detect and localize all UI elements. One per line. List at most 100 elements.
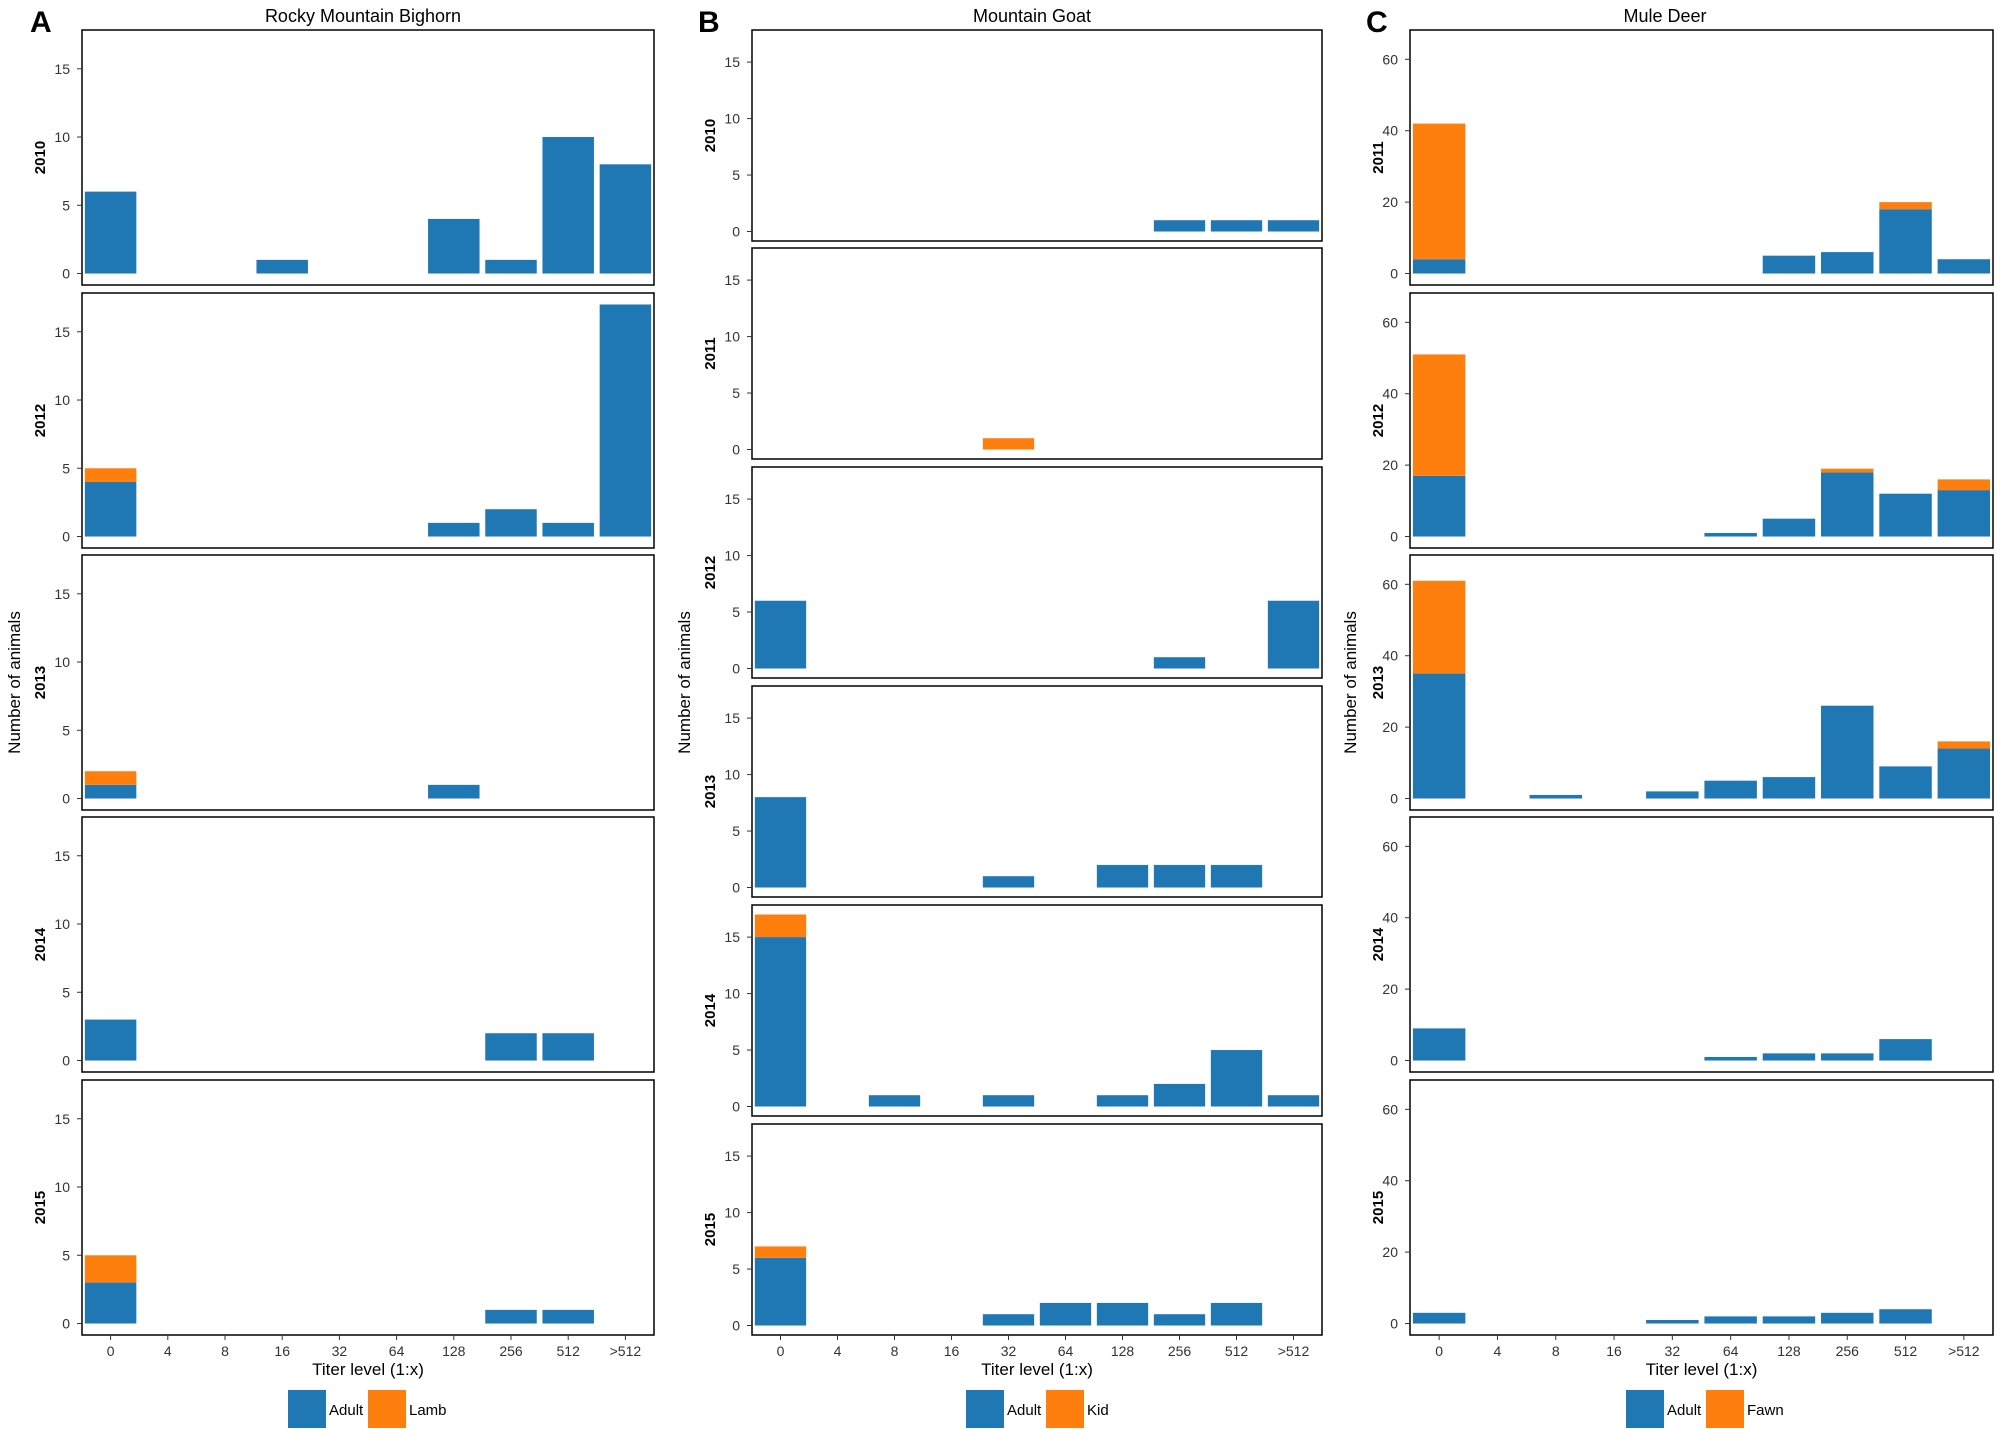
y-tick-label: 0 [62, 1053, 70, 1069]
facet-panel [81, 1079, 655, 1336]
x-tick-label: 64 [1723, 1343, 1739, 1359]
facet-year-label: 2011 [702, 337, 719, 370]
y-tick-label: 20 [1382, 981, 1398, 997]
facet-year-label: 2011 [1370, 141, 1387, 174]
y-tick-label: 5 [732, 1042, 740, 1058]
bar-adult-2013-512 [1210, 864, 1263, 888]
bar-adult-2012-256 [1821, 472, 1874, 537]
x-tick-label: 0 [1435, 1343, 1443, 1359]
bar-adult-2014-512 [1879, 1039, 1932, 1061]
bar-young-2013-0 [1412, 580, 1466, 674]
facet-panel [751, 904, 1323, 1117]
facet-panel [1409, 554, 1994, 811]
x-tick-label: 128 [1111, 1343, 1135, 1359]
x-tick-label: 8 [221, 1343, 229, 1359]
y-tick-label: 20 [1382, 719, 1398, 735]
bar-adult-2013-128 [1762, 777, 1816, 799]
facet-panel [1409, 816, 1994, 1073]
facet-panel [1409, 1079, 1994, 1336]
bar-adult-2015-0 [754, 1257, 807, 1326]
bar-adult-2015-128 [1096, 1302, 1149, 1326]
y-tick-label: 0 [1390, 791, 1398, 807]
bar-adult-2011-512 [1879, 209, 1932, 274]
chart-title: Mountain Goat [973, 6, 1091, 26]
y-tick-label: 0 [62, 529, 70, 545]
bar-adult-2015-512 [542, 1309, 594, 1324]
bar-adult-2014-256 [1153, 1083, 1206, 1107]
bar-adult-2015-0 [1412, 1312, 1466, 1324]
bar-adult-2015-256 [1821, 1312, 1874, 1324]
y-tick-label: 10 [724, 986, 740, 1002]
x-tick-label: 32 [332, 1343, 348, 1359]
bar-adult-2014-256 [1821, 1053, 1874, 1061]
bar-adult-2014-64 [1704, 1056, 1757, 1061]
bar-adult-2012->512 [1267, 600, 1320, 669]
y-tick-label: 5 [62, 984, 70, 1000]
bar-young-2014-0 [754, 914, 807, 938]
bar-adult-2014->512 [1267, 1095, 1320, 1107]
facet-panel [751, 685, 1323, 898]
bar-adult-2015-256 [485, 1309, 537, 1324]
bar-adult-2015-128 [1762, 1316, 1816, 1324]
y-tick-label: 15 [54, 848, 70, 864]
legend-swatch-young [368, 1390, 406, 1428]
bar-adult-2012-0 [754, 600, 807, 669]
panel-letter: B [698, 6, 720, 39]
y-tick-label: 15 [54, 586, 70, 602]
facet-year-label: 2010 [702, 119, 719, 152]
x-tick-label: 256 [1168, 1343, 1192, 1359]
y-tick-label: 10 [724, 1205, 740, 1221]
bar-adult-2013-32 [1646, 791, 1699, 799]
bar-adult-2015-32 [1646, 1319, 1699, 1324]
y-tick-label: 10 [54, 654, 70, 670]
bar-adult-2015-64 [1039, 1302, 1092, 1326]
bar-adult-2011->512 [1937, 259, 1991, 274]
x-tick-label: 32 [1001, 1343, 1017, 1359]
y-tick-label: 0 [62, 1316, 70, 1332]
bar-young-2011-32 [982, 438, 1035, 450]
bar-adult-2010-128 [428, 218, 480, 274]
y-tick-label: 20 [1382, 194, 1398, 210]
y-tick-label: 15 [54, 324, 70, 340]
x-tick-label: 128 [442, 1343, 466, 1359]
bar-adult-2014-512 [542, 1033, 594, 1061]
legend-label-young: Kid [1087, 1402, 1109, 1419]
bar-adult-2014-128 [1762, 1053, 1816, 1061]
y-tick-label: 15 [724, 710, 740, 726]
y-axis-title: Number of animals [675, 611, 694, 754]
bar-adult-2013-256 [1821, 705, 1874, 799]
facet-year-label: 2014 [702, 993, 719, 1027]
bar-adult-2013-128 [1096, 864, 1149, 888]
legend-label-young: Fawn [1747, 1402, 1784, 1419]
bar-adult-2010-256 [1153, 220, 1206, 232]
bar-adult-2012->512 [1937, 490, 1991, 537]
x-tick-label: 64 [389, 1343, 405, 1359]
y-tick-label: 10 [724, 111, 740, 127]
y-tick-label: 5 [62, 722, 70, 738]
x-tick-label: 4 [834, 1343, 842, 1359]
facet-year-label: 2013 [702, 775, 719, 808]
y-tick-label: 40 [1382, 386, 1398, 402]
bar-adult-2014-0 [1412, 1028, 1466, 1061]
chart-title: Rocky Mountain Bighorn [265, 6, 461, 26]
y-tick-label: 15 [724, 54, 740, 70]
x-tick-label: 16 [274, 1343, 290, 1359]
y-tick-label: 15 [54, 61, 70, 77]
y-tick-label: 0 [1390, 1316, 1398, 1332]
bar-adult-2013-8 [1529, 794, 1582, 799]
x-tick-label: >512 [1948, 1343, 1980, 1359]
y-tick-label: 40 [1382, 123, 1398, 139]
y-tick-label: 20 [1382, 1244, 1398, 1260]
y-tick-label: 5 [732, 823, 740, 839]
y-tick-label: 20 [1382, 457, 1398, 473]
y-tick-label: 10 [54, 392, 70, 408]
bar-adult-2014-512 [1210, 1050, 1263, 1107]
y-tick-label: 60 [1382, 51, 1398, 67]
legend-swatch-young [1706, 1390, 1744, 1428]
facet-panel [1409, 29, 1994, 286]
facet-year-label: 2013 [1370, 666, 1387, 699]
bar-adult-2013-128 [428, 784, 480, 799]
y-tick-label: 0 [732, 1099, 740, 1115]
y-tick-label: 5 [62, 1247, 70, 1263]
y-tick-label: 0 [62, 791, 70, 807]
